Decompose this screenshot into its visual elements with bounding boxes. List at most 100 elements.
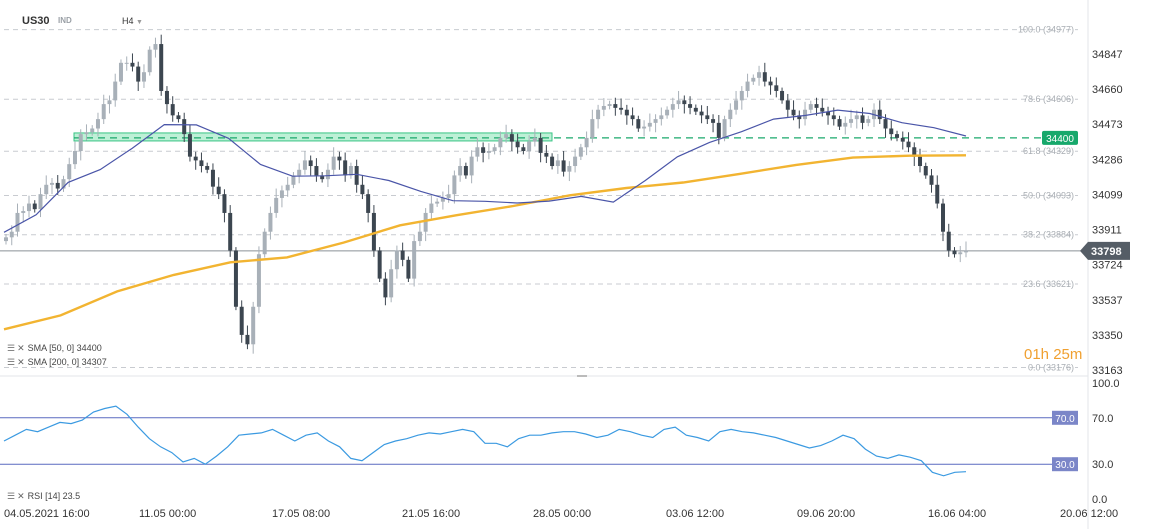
time-tick-label: 20.06 12:00: [1060, 508, 1118, 520]
candle-body: [607, 104, 612, 106]
candle-body: [780, 90, 785, 101]
time-tick-label: 21.05 16:00: [402, 508, 460, 520]
candle-body: [544, 152, 549, 157]
candle-body: [820, 107, 825, 112]
candle-body: [647, 122, 652, 127]
candle-body: [84, 132, 89, 135]
candle-body: [860, 115, 865, 123]
panel-resize-handle: [577, 375, 587, 377]
level-tag-label: 34400: [1046, 134, 1074, 145]
candle-body: [900, 137, 905, 142]
menu-icon[interactable]: ☰: [7, 491, 15, 501]
candle-body: [849, 119, 854, 123]
price-tick-label: 34286: [1092, 154, 1123, 166]
candle-body: [348, 166, 353, 176]
price-tick-label: 33724: [1092, 260, 1123, 272]
close-icon[interactable]: ✕: [17, 357, 25, 367]
candle-body: [176, 115, 181, 120]
candle-body: [843, 122, 848, 127]
candle-body: [153, 44, 158, 50]
candle-body: [912, 147, 917, 157]
candle-body: [245, 334, 250, 345]
candle-body: [481, 147, 486, 153]
price-tick-label: 34660: [1092, 84, 1123, 96]
close-icon[interactable]: ✕: [17, 343, 25, 353]
candle-body: [958, 252, 963, 255]
menu-icon[interactable]: ☰: [7, 343, 15, 353]
rsi-tick-label: 70.0: [1092, 413, 1113, 425]
symbol-label[interactable]: US30: [22, 15, 50, 27]
candle-body: [256, 254, 261, 307]
candle-body: [567, 166, 572, 172]
candle-body: [745, 81, 750, 91]
sma200-line: [3, 154, 967, 331]
candle-body: [716, 122, 721, 138]
time-tick-label: 11.05 00:00: [139, 508, 196, 520]
candle-body: [44, 184, 49, 195]
time-tick-label: 03.06 12:00: [666, 508, 724, 520]
indicator-rsi-value: 23.5: [62, 491, 81, 501]
candle-body: [72, 151, 77, 165]
candle-body: [469, 156, 474, 176]
chevron-down-icon[interactable]: ▼: [136, 19, 143, 26]
candle-body: [475, 147, 480, 157]
candle-body: [728, 109, 733, 120]
candle-body: [343, 160, 348, 176]
candle-body: [389, 269, 394, 298]
price-tick-label: 33350: [1092, 330, 1123, 342]
candle-body: [15, 212, 20, 232]
candle-body: [521, 147, 526, 152]
moving-averages: [3, 109, 967, 331]
candle-body: [624, 109, 629, 116]
candle-body: [682, 100, 687, 105]
candle-body: [659, 115, 664, 120]
candle-body: [458, 166, 463, 176]
indicator-rsi-label: RSI [14]: [27, 491, 61, 501]
candle-body: [124, 62, 129, 64]
candle-body: [498, 137, 503, 148]
candle-body: [193, 156, 198, 161]
indicator-sma50-value: 34400: [76, 343, 102, 353]
candle-body: [486, 151, 491, 153]
candle-body: [210, 169, 215, 187]
candle-body: [854, 115, 859, 120]
candle-body: [417, 231, 422, 242]
candle-body: [964, 250, 968, 253]
indicator-sma50[interactable]: ☰ ✕ SMA [50, 0] 34400: [7, 343, 102, 354]
indicator-rsi[interactable]: ☰ ✕ RSI [14] 23.5: [7, 491, 80, 502]
candle-body: [320, 175, 325, 180]
candle-body: [929, 175, 934, 185]
time-tick-label: 04.05.2021 16:00: [4, 508, 90, 520]
candle-body: [383, 278, 388, 298]
candle-body: [285, 184, 290, 191]
indicator-sma200[interactable]: ☰ ✕ SMA [200, 0] 34307: [7, 357, 107, 368]
candle-body: [826, 111, 831, 116]
rsi-level-tag-label: 30.0: [1055, 460, 1075, 471]
close-icon[interactable]: ✕: [17, 491, 25, 501]
rsi-panel: 70.0 30.0: [0, 405, 1078, 477]
time-tick-label: 28.05 00:00: [533, 508, 591, 520]
candle-body: [26, 203, 31, 212]
menu-icon[interactable]: ☰: [7, 357, 15, 367]
candle-body: [32, 203, 37, 210]
candle-body: [935, 184, 940, 204]
candle-body: [584, 137, 589, 148]
candle-body: [676, 100, 681, 105]
candle-body: [941, 203, 946, 232]
candle-body: [751, 77, 756, 82]
candle-body: [354, 166, 359, 185]
candle-body: [331, 156, 336, 170]
candle-body: [573, 156, 578, 167]
price-tick-label: 33911: [1092, 225, 1122, 237]
candle-body: [222, 194, 227, 213]
rsi-line: [3, 405, 967, 477]
candle-body: [538, 137, 543, 153]
candle-body: [113, 81, 118, 101]
timeframe-selector[interactable]: H4 ▼: [122, 16, 143, 26]
candle-body: [199, 160, 204, 167]
candle-body: [808, 104, 813, 110]
candle-body: [504, 134, 509, 138]
candle-body: [377, 250, 382, 279]
candle-body: [636, 119, 641, 129]
